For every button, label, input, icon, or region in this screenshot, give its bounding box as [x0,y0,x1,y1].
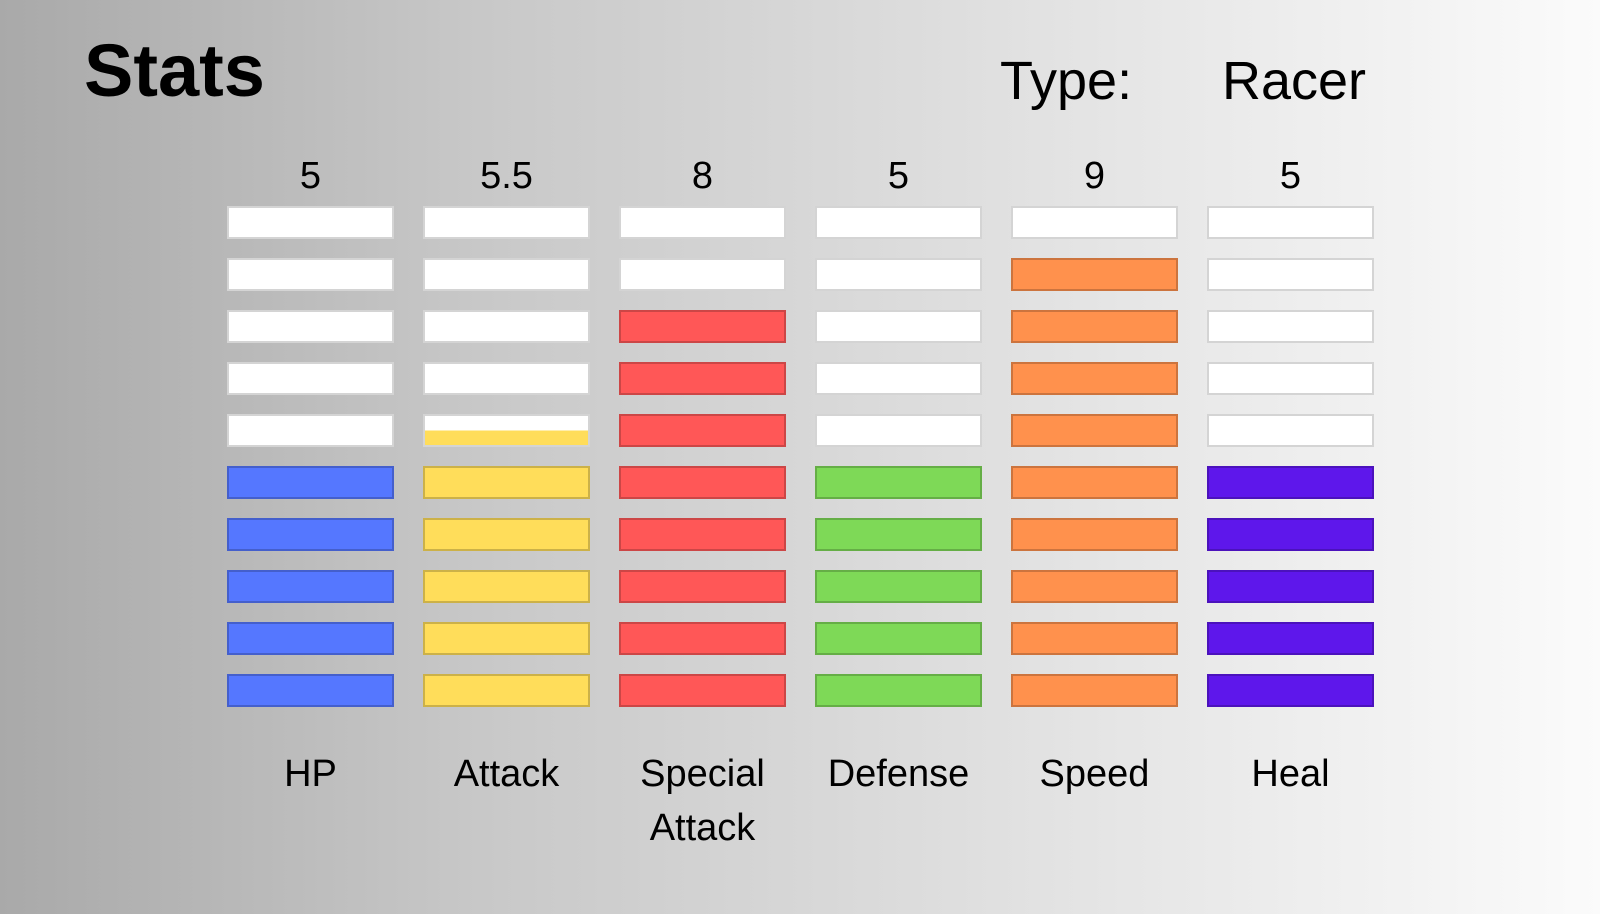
attack-segment-8 [423,310,590,343]
attack-segment-1 [423,674,590,707]
heal-segment-3 [1207,570,1374,603]
defense-segment-7 [815,362,982,395]
special-attack-segment-5 [619,466,786,499]
attack-segment-6 [423,414,590,447]
hp-segment-9 [227,258,394,291]
special-attack-segment-1 [619,674,786,707]
defense-segment-5 [815,466,982,499]
special-attack-segment-4 [619,518,786,551]
heal-segment-2 [1207,622,1374,655]
hp-segment-2 [227,622,394,655]
heal-label: Heal [1251,753,1329,795]
special-attack-segment-6 [619,414,786,447]
defense-value: 5 [888,155,909,197]
special-attack-segment-8 [619,310,786,343]
heal-value: 5 [1280,155,1301,197]
defense-segment-6 [815,414,982,447]
hp-segment-1 [227,674,394,707]
special-attack-segment-9 [619,258,786,291]
attack-label: Attack [454,753,561,795]
type-value: Racer [1222,51,1367,111]
speed-segment-10 [1011,206,1178,239]
special-attack-value: 8 [692,155,713,197]
special-attack-label: Special Attack [640,753,765,849]
hp-segment-10 [227,206,394,239]
attack-segment-10 [423,206,590,239]
defense-segment-9 [815,258,982,291]
speed-label: Speed [1040,753,1150,795]
defense-segment-8 [815,310,982,343]
hp-segment-8 [227,310,394,343]
hp-segment-3 [227,570,394,603]
special-attack-segment-7 [619,362,786,395]
speed-segment-7 [1011,362,1178,395]
speed-segment-2 [1011,622,1178,655]
defense-segment-2 [815,622,982,655]
speed-value: 9 [1084,155,1105,197]
hp-segment-5 [227,466,394,499]
type-label: Type: [1000,51,1133,111]
speed-segment-5 [1011,466,1178,499]
heal-segment-8 [1207,310,1374,343]
speed-segment-3 [1011,570,1178,603]
speed-segment-8 [1011,310,1178,343]
speed-segment-9 [1011,258,1178,291]
defense-segment-1 [815,674,982,707]
special-attack-segment-2 [619,622,786,655]
attack-value: 5.5 [480,155,533,197]
attack-segment-2 [423,622,590,655]
hp-segment-4 [227,518,394,551]
speed-segment-6 [1011,414,1178,447]
hp-segment-6 [227,414,394,447]
attack-segment-7 [423,362,590,395]
defense-label: Defense [828,753,970,795]
speed-segment-4 [1011,518,1178,551]
defense-segment-3 [815,570,982,603]
page-title: Stats [84,29,265,112]
hp-label: HP [284,753,337,795]
defense-segment-10 [815,206,982,239]
hp-value: 5 [300,155,321,197]
attack-segment-4 [423,518,590,551]
defense-segment-4 [815,518,982,551]
heal-segment-6 [1207,414,1374,447]
heal-segment-5 [1207,466,1374,499]
heal-segment-4 [1207,518,1374,551]
heal-segment-1 [1207,674,1374,707]
heal-segment-7 [1207,362,1374,395]
attack-segment-9 [423,258,590,291]
speed-segment-1 [1011,674,1178,707]
attack-segment-3 [423,570,590,603]
special-attack-segment-3 [619,570,786,603]
heal-segment-10 [1207,206,1374,239]
hp-segment-7 [227,362,394,395]
heal-segment-9 [1207,258,1374,291]
attack-segment-5 [423,466,590,499]
special-attack-segment-10 [619,206,786,239]
